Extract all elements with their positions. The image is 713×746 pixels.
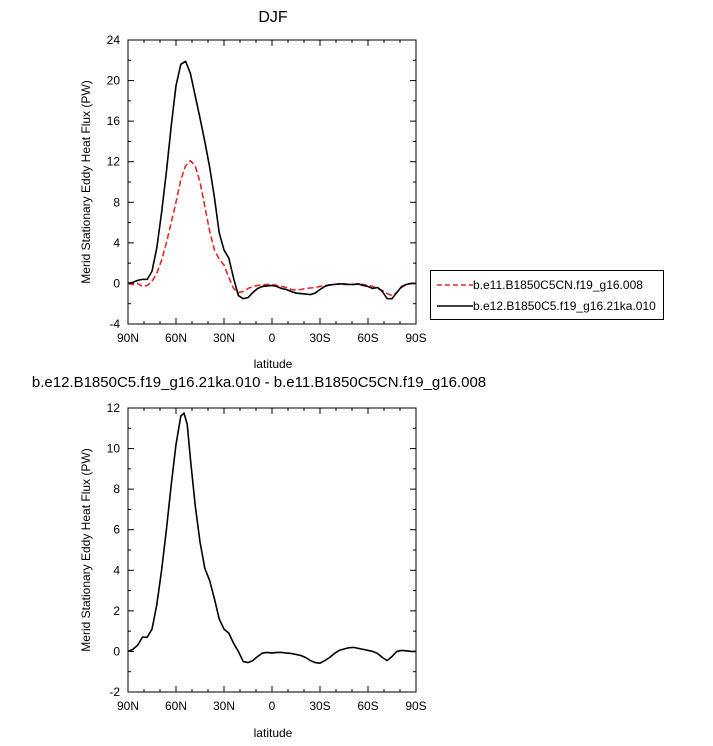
bottom-chart-x-tick-label: 60N xyxy=(165,699,187,713)
bottom-chart-y-tick-label: 2 xyxy=(113,604,120,618)
top-chart-plot-frame xyxy=(127,39,417,325)
top-chart-x-tick-label: 60S xyxy=(357,331,378,345)
top-chart-ylabel: Merid Stationary Eddy Heat Flux (PW) xyxy=(79,80,93,283)
top-chart-y-tick-label: 4 xyxy=(113,236,120,250)
bottom-chart-x-tick-label: 30S xyxy=(309,699,330,713)
bottom-chart-series-line-1 xyxy=(127,412,416,664)
top-chart-y-tick-label: -4 xyxy=(109,317,120,331)
top-chart-y-tick-label: 0 xyxy=(113,276,120,290)
top-chart-xlabel: latitude xyxy=(254,357,293,371)
bottom-chart-x-tick-label: 90N xyxy=(117,699,139,713)
bottom-chart-x-tick-label: 60S xyxy=(357,699,378,713)
bottom-chart-y-tick-label: 12 xyxy=(107,401,121,415)
legend-label-series-2: b.e12.B1850C5.f19_g16.21ka.010 xyxy=(473,299,656,313)
bottom-chart-y-tick-label: 0 xyxy=(113,644,120,658)
bottom-chart-title: b.e12.B1850C5.f19_g16.21ka.010 - b.e11.B… xyxy=(32,374,486,391)
top-chart-y-tick-label: 20 xyxy=(107,74,121,88)
top-chart-x-tick-label: 90N xyxy=(117,331,139,345)
top-chart-x-tick-label: 60N xyxy=(165,331,187,345)
top-chart-x-tick-label: 0 xyxy=(269,331,276,345)
bottom-chart-x-tick-label: 90S xyxy=(405,699,426,713)
bottom-chart-x-tick-label: 0 xyxy=(269,699,276,713)
top-chart-x-tick-label: 90S xyxy=(405,331,426,345)
top-chart-series-line-1 xyxy=(127,159,416,297)
bottom-chart-y-tick-label: 10 xyxy=(107,442,121,456)
chart-legend: b.e11.B1850C5CN.f19_g16.008 b.e12.B1850C… xyxy=(430,270,664,320)
bottom-chart-x-tick-label: 30N xyxy=(213,699,235,713)
bottom-chart-y-tick-label: 8 xyxy=(113,482,120,496)
bottom-chart-plot-frame xyxy=(127,407,417,693)
bottom-chart-y-tick-label: -2 xyxy=(109,685,120,699)
top-chart-x-tick-label: 30N xyxy=(213,331,235,345)
top-chart-y-tick-label: 12 xyxy=(107,155,121,169)
legend-entry-series-2: b.e12.B1850C5.f19_g16.21ka.010 xyxy=(437,296,656,316)
legend-swatch-solid-black xyxy=(437,305,473,307)
bottom-chart-xlabel: latitude xyxy=(254,726,293,740)
bottom-chart-ylabel: Merid Stationary Eddy Heat Flux (PW) xyxy=(79,448,93,651)
top-chart-y-tick-label: 16 xyxy=(107,114,121,128)
top-chart-series-line-2 xyxy=(127,60,416,300)
bottom-chart-panel: 90N 60N 30N 0 30S 60S 90S -2 0 2 4 6 8 10 12 xyxy=(107,401,427,713)
top-chart-title: DJF xyxy=(258,9,288,26)
top-chart-panel: 90N 60N 30N 0 30S 60S 90S -4 0 4 8 12 16 20 24 xyxy=(107,33,427,345)
top-chart-y-tick-label: 24 xyxy=(107,33,121,47)
legend-entry-series-1: b.e11.B1850C5CN.f19_g16.008 xyxy=(437,275,643,295)
top-chart-x-tick-label: 30S xyxy=(309,331,330,345)
bottom-chart-y-tick-label: 6 xyxy=(113,523,120,537)
bottom-chart-y-tick-label: 4 xyxy=(113,563,120,577)
legend-label-series-1: b.e11.B1850C5CN.f19_g16.008 xyxy=(473,278,643,292)
legend-swatch-dashed-red xyxy=(437,284,473,286)
top-chart-y-tick-label: 8 xyxy=(113,195,120,209)
